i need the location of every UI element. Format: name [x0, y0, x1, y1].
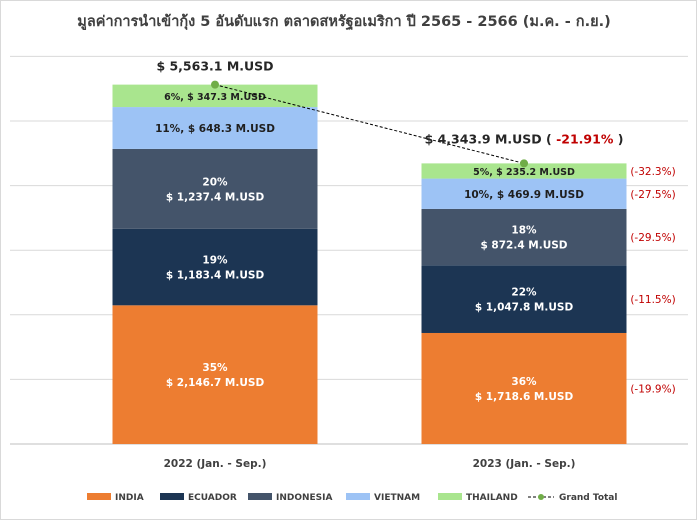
legend-item-india: INDIA [87, 493, 144, 503]
bar-segment-indonesia [421, 208, 627, 266]
data-labels-layer: 35% $ 2,146.7 M.USD 19% $ 1,183.4 M.USD 20% $… [155, 92, 676, 403]
grand-total-label: $ 4,343.9 M.USD ( -21.91% ) [425, 131, 624, 146]
legend-swatch [438, 493, 462, 500]
legend-marker [538, 494, 544, 500]
legend-item-thailand: THAILAND [438, 493, 518, 503]
bar-segment-ecuador [421, 265, 627, 333]
data-label-indonesia: 18% $ 872.4 M.USD [480, 225, 567, 252]
legend-label: ECUADOR [188, 493, 237, 503]
change-label-vietnam: (-27.5%) [630, 189, 675, 201]
legend-item-vietnam: VIETNAM [346, 493, 420, 503]
bars-layer [112, 84, 627, 444]
bar-segment-indonesia [112, 148, 318, 229]
legend-swatch [87, 493, 111, 500]
bar-segment-vietnam [112, 107, 318, 149]
grand-total-layer: $ 5,563.1 M.USD $ 4,343.9 M.USD ( -21.91%… [156, 59, 623, 168]
legend-swatch [346, 493, 370, 500]
data-label-vietnam: 10%, $ 469.9 M.USD [464, 189, 584, 201]
bar-segment-ecuador [112, 228, 318, 306]
change-label-indonesia: (-29.5%) [630, 232, 675, 244]
legend-label: VIETNAM [374, 493, 420, 503]
change-label-ecuador: (-11.5%) [630, 294, 675, 306]
bar-segment-india [421, 332, 627, 444]
data-label-ecuador: 22% $ 1,047.8 M.USD [475, 287, 574, 314]
change-label-india: (-19.9%) [630, 383, 675, 395]
data-label-ecuador: 19% $ 1,183.4 M.USD [166, 255, 265, 282]
legend-item-ecuador: ECUADOR [160, 493, 237, 503]
data-label-indonesia: 20% $ 1,237.4 M.USD [166, 176, 265, 203]
bar-segment-thailand [112, 84, 318, 108]
data-label-thailand: 5%, $ 235.2 M.USD [473, 167, 575, 178]
data-label-thailand: 6%, $ 347.3 M.USD [164, 92, 266, 103]
x-tick-label: 2022 (Jan. - Sep.) [164, 458, 267, 470]
grand-total-line [214, 84, 525, 164]
x-axis: 2022 (Jan. - Sep.) 2023 (Jan. - Sep.) [164, 458, 576, 470]
legend-swatch [248, 493, 272, 500]
legend-label: INDIA [115, 493, 144, 503]
legend-item-indonesia: INDONESIA [248, 493, 333, 503]
x-tick-label: 2023 (Jan. - Sep.) [473, 458, 576, 470]
grand-total-marker [520, 159, 528, 168]
data-label-vietnam: 11%, $ 648.3 M.USD [155, 123, 275, 135]
bar-segment-india [112, 305, 318, 444]
data-label-india: 35% $ 2,146.7 M.USD [166, 362, 265, 389]
grand-total-label: $ 5,563.1 M.USD [156, 59, 273, 74]
grand-total-marker [211, 80, 219, 89]
legend-item-grand-total: Grand Total [528, 493, 617, 503]
data-label-india: 36% $ 1,718.6 M.USD [475, 376, 574, 403]
change-label-thailand: (-32.3%) [630, 166, 675, 178]
legend-label: THAILAND [466, 493, 518, 503]
legend-swatch [160, 493, 184, 500]
bar-segment-thailand [421, 163, 627, 179]
bar-segment-vietnam [421, 178, 627, 209]
legend-label: INDONESIA [276, 493, 333, 503]
legend: INDIA ECUADOR INDONESIA VIETNAM THAILAND Gran… [87, 493, 617, 503]
legend-label: Grand Total [559, 493, 617, 503]
chart-title: มูลค่าการนำเข้ากุ้ง 5 อันดับแรก ตลาดสหรั… [77, 13, 610, 31]
